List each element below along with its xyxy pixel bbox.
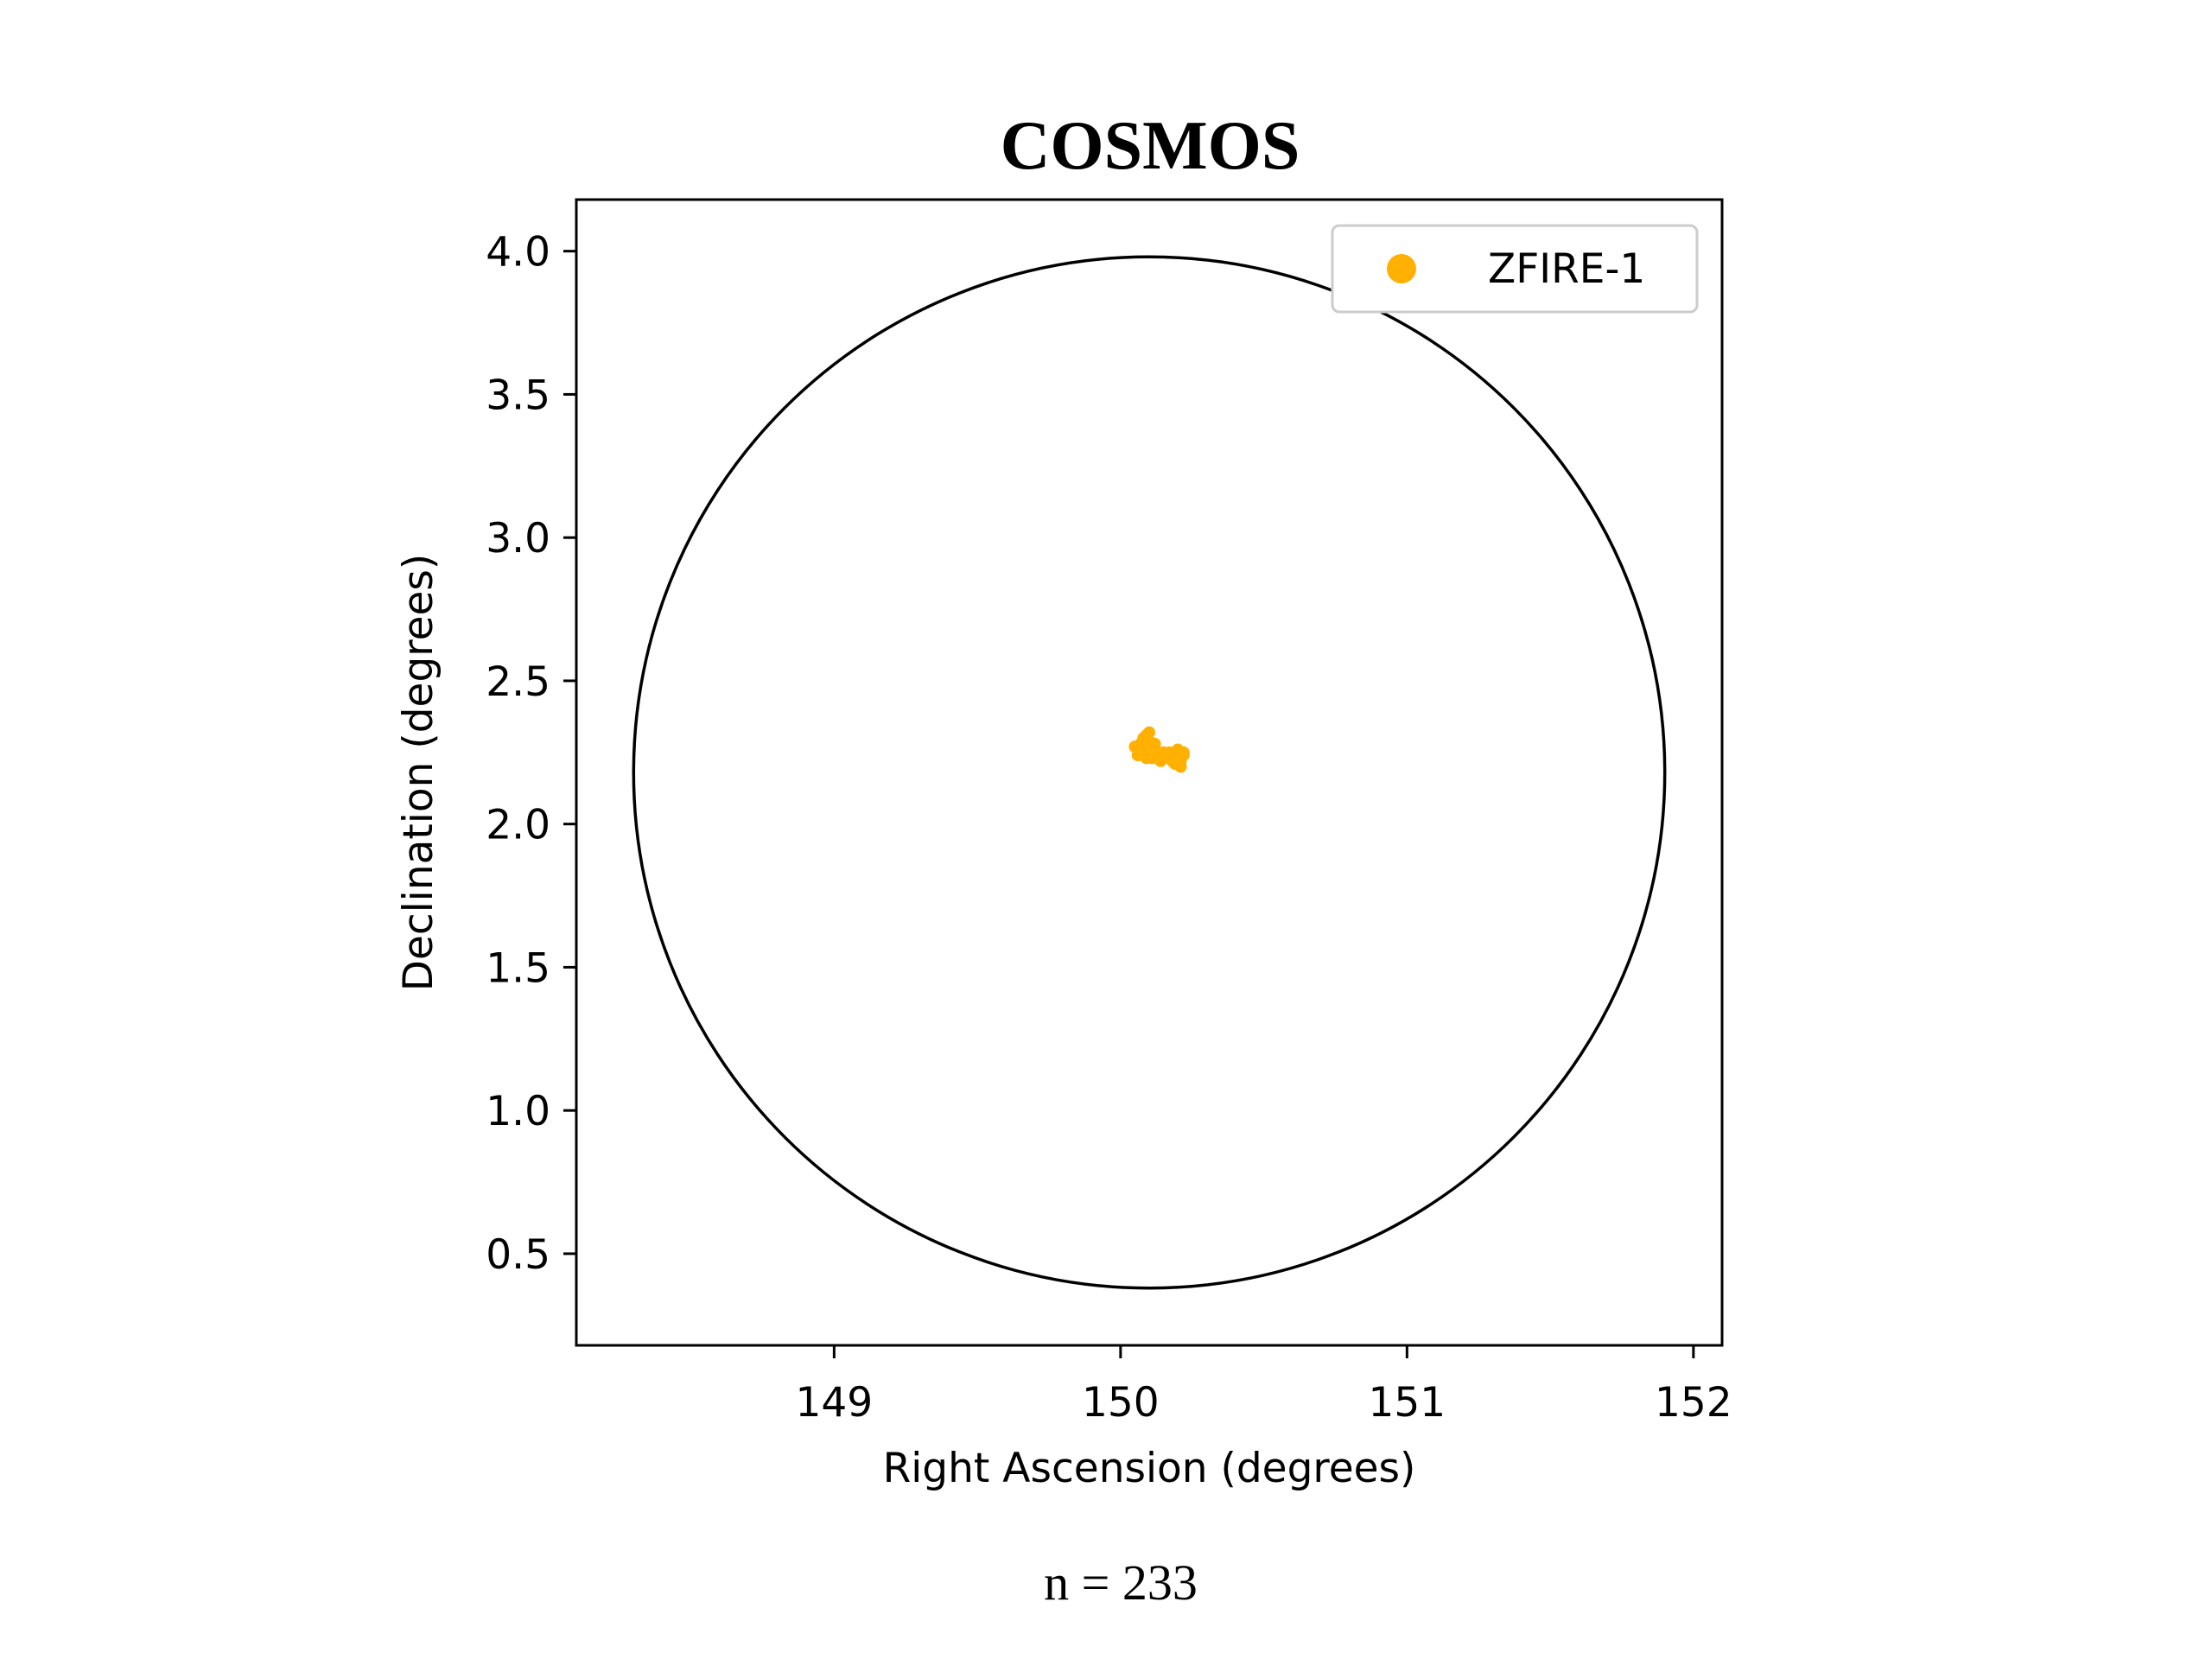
y-axis-ticks: 0.5 1.0 1.5 2.0 2.5 3.0 3.5 4.0 xyxy=(486,229,576,1279)
x-tick-label: 151 xyxy=(1368,1379,1446,1427)
x-tick-label: 149 xyxy=(795,1379,873,1427)
x-tick-label: 150 xyxy=(1082,1379,1160,1427)
y-tick-label: 4.0 xyxy=(486,229,550,276)
field-of-view-circle-group xyxy=(632,255,1667,1290)
data-point xyxy=(1177,749,1190,762)
plot-frame xyxy=(575,198,1724,1347)
data-points xyxy=(1128,726,1190,773)
y-tick-label: 0.5 xyxy=(486,1231,550,1279)
legend-box xyxy=(1331,224,1699,314)
y-tick-label: 3.0 xyxy=(486,515,550,563)
data-point xyxy=(1174,760,1187,773)
data-point xyxy=(1131,749,1144,762)
field-of-view-circle xyxy=(632,255,1667,1290)
y-tick-label: 2.5 xyxy=(486,658,550,706)
data-point xyxy=(1143,726,1155,739)
plot-area xyxy=(575,198,1724,1347)
y-tick-label: 1.5 xyxy=(486,944,550,992)
data-point xyxy=(1148,737,1161,750)
x-axis-ticks: 149 150 151 152 xyxy=(795,1345,1732,1427)
x-axis-label: Right Ascension (degrees) xyxy=(883,1445,1416,1492)
legend-marker-zfire-1 xyxy=(1387,254,1416,283)
legend-label-zfire-1: ZFIRE-1 xyxy=(1488,245,1645,293)
y-tick-label: 3.5 xyxy=(486,372,550,419)
legend: ZFIRE-1 xyxy=(1331,224,1699,314)
y-axis-label: Declination (degrees) xyxy=(395,554,442,992)
y-tick-label: 2.0 xyxy=(486,802,550,849)
x-tick-label: 152 xyxy=(1655,1379,1732,1427)
sample-size-annotation: n = 233 xyxy=(1044,1554,1198,1611)
y-tick-label: 1.0 xyxy=(486,1088,550,1135)
chart-title: COSMOS xyxy=(1001,108,1300,184)
